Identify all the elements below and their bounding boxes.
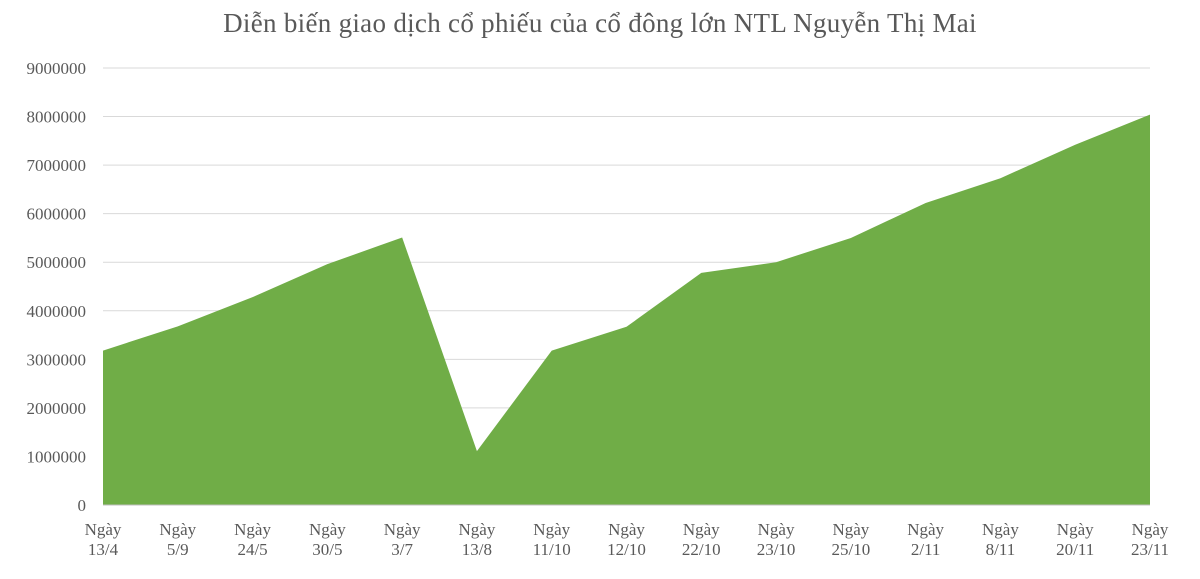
x-tick-label-line: Ngày xyxy=(1132,520,1169,539)
x-tick-label: Ngày 24/5 xyxy=(234,520,271,559)
x-tick-label-line: Ngày xyxy=(459,520,496,539)
y-tick-label: 5000000 xyxy=(27,253,87,272)
y-tick-label: 1000000 xyxy=(27,447,87,466)
x-tick-label-line: 23/10 xyxy=(757,540,796,559)
x-tick-label-line: Ngày xyxy=(85,520,122,539)
x-tick-label: Ngày 30/5 xyxy=(309,520,346,559)
x-tick-label-line: Ngày xyxy=(384,520,421,539)
x-tick-label-line: 2/11 xyxy=(911,540,941,559)
x-tick-label-line: 3/7 xyxy=(391,540,413,559)
x-tick-label-line: 20/11 xyxy=(1056,540,1094,559)
x-tick-label-line: 25/10 xyxy=(831,540,870,559)
x-tick-label-line: Ngày xyxy=(907,520,944,539)
y-axis-ticks: 0 1000000 2000000 3000000 4000000 5000000 6000… xyxy=(27,59,87,515)
x-tick-label-line: Ngày xyxy=(234,520,271,539)
x-tick-label: Ngày 13/4 xyxy=(85,520,122,559)
y-tick-label: 2000000 xyxy=(27,399,87,418)
x-tick-label-line: 23/11 xyxy=(1131,540,1169,559)
x-tick-label-line: Ngày xyxy=(159,520,196,539)
area-series xyxy=(103,114,1150,505)
x-tick-label: Ngày 3/7 xyxy=(384,520,421,559)
y-tick-label: 6000000 xyxy=(27,205,87,224)
y-tick-label: 0 xyxy=(78,496,87,515)
x-tick-label: Ngày 25/10 xyxy=(831,520,870,559)
x-tick-label-line: Ngày xyxy=(683,520,720,539)
x-tick-label: Ngày 8/11 xyxy=(982,520,1019,559)
x-tick-label-line: 22/10 xyxy=(682,540,721,559)
y-tick-label: 8000000 xyxy=(27,108,87,127)
x-tick-label-line: Ngày xyxy=(309,520,346,539)
x-tick-label-line: 11/10 xyxy=(533,540,571,559)
x-tick-label: Ngày 11/10 xyxy=(533,520,571,559)
y-tick-label: 7000000 xyxy=(27,156,87,175)
x-tick-label: Ngày 23/10 xyxy=(757,520,796,559)
y-tick-label: 9000000 xyxy=(27,59,87,78)
x-tick-label: Ngày 12/10 xyxy=(607,520,646,559)
x-tick-label: Ngày 20/11 xyxy=(1056,520,1094,559)
x-tick-label: Ngày 23/11 xyxy=(1131,520,1169,559)
x-tick-label: Ngày 2/11 xyxy=(907,520,944,559)
x-tick-label-line: 30/5 xyxy=(312,540,342,559)
area-series-fill xyxy=(103,114,1150,505)
chart-title: Diễn biến giao dịch cổ phiếu của cổ đông… xyxy=(223,8,977,38)
x-tick-label-line: Ngày xyxy=(832,520,869,539)
x-tick-label-line: 13/4 xyxy=(88,540,119,559)
x-tick-label-line: 13/8 xyxy=(462,540,492,559)
x-tick-label-line: Ngày xyxy=(1057,520,1094,539)
y-tick-label: 3000000 xyxy=(27,350,87,369)
x-tick-label: Ngày 22/10 xyxy=(682,520,721,559)
x-tick-label-line: Ngày xyxy=(982,520,1019,539)
x-tick-label-line: Ngày xyxy=(608,520,645,539)
x-tick-label: Ngày 13/8 xyxy=(459,520,496,559)
x-tick-label-line: 12/10 xyxy=(607,540,646,559)
y-tick-label: 4000000 xyxy=(27,302,87,321)
x-tick-label-line: 8/11 xyxy=(986,540,1016,559)
x-tick-label-line: Ngày xyxy=(758,520,795,539)
x-tick-label: Ngày 5/9 xyxy=(159,520,196,559)
x-tick-label-line: 5/9 xyxy=(167,540,189,559)
x-tick-label-line: 24/5 xyxy=(237,540,267,559)
x-tick-label-line: Ngày xyxy=(533,520,570,539)
